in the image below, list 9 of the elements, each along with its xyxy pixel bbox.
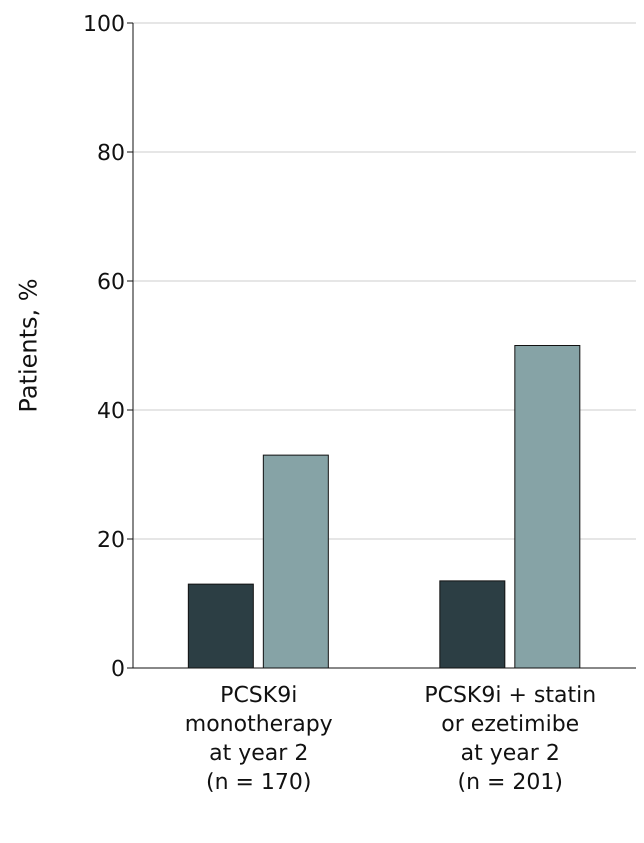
x-tick-label: PCSK9i + statin or ezetimibe at year 2 (n = 201)	[424, 683, 596, 795]
y-tick-label: 0	[111, 656, 125, 682]
x-tick-label: PCSK9i monotherapy at year 2 (n = 170)	[184, 683, 333, 795]
y-tick-label: 60	[97, 270, 125, 295]
y-tick-label: 80	[97, 140, 125, 166]
y-tick-label: 40	[97, 398, 125, 424]
y-tick-label: 100	[83, 12, 125, 37]
y-axis-title: Patients, %	[14, 278, 43, 413]
y-tick-label: 20	[97, 528, 125, 553]
